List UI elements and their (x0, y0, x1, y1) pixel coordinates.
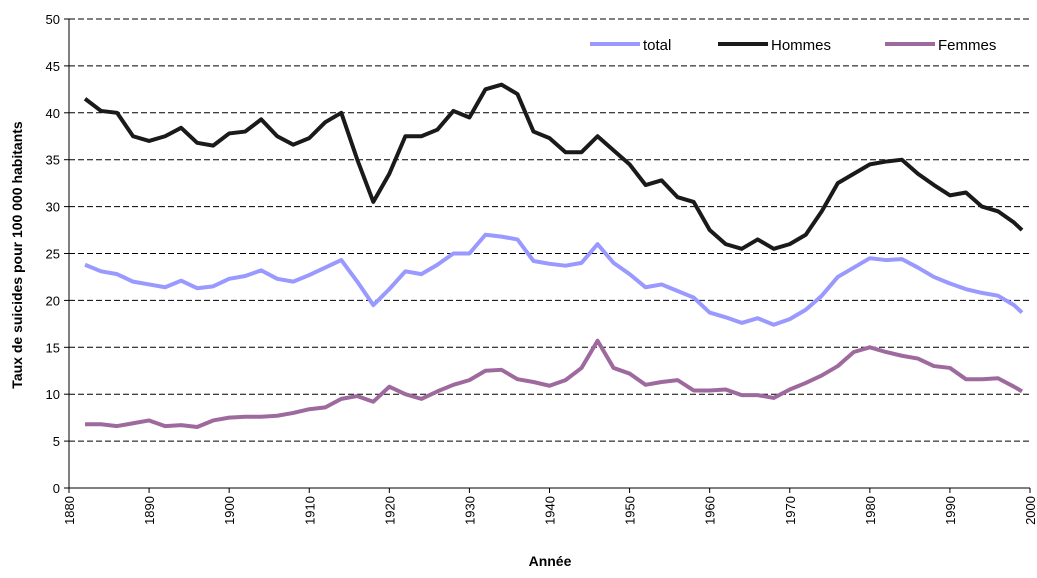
series-line (84, 232, 1024, 327)
y-tick-label: 45 (46, 59, 60, 74)
x-axis-title: Année (529, 553, 572, 569)
y-axis-title: Taux de suicides pour 100 000 habitants (9, 121, 25, 389)
y-tick-label: 40 (46, 106, 60, 121)
x-tick-label: 1960 (703, 496, 718, 525)
x-tick-label: 1970 (783, 496, 798, 525)
x-tick-label: 1930 (462, 496, 477, 525)
x-tick-label: 1990 (943, 496, 958, 525)
legend-label: Hommes (771, 37, 831, 54)
y-tick-label: 0 (53, 481, 60, 496)
x-tick-label: 1950 (623, 496, 638, 525)
x-tick-label: 1940 (543, 496, 558, 525)
y-tick-label: 15 (46, 340, 60, 355)
legend-label: Femmes (938, 37, 996, 54)
y-tick-label: 10 (46, 387, 60, 402)
x-tick-label: 2000 (1023, 496, 1037, 525)
y-tick-label: 25 (46, 247, 60, 262)
y-tick-label: 30 (46, 200, 60, 215)
x-tick-label: 1900 (222, 496, 237, 525)
legend-label: total (643, 37, 671, 54)
x-tick-label: 1920 (382, 496, 397, 525)
y-tick-label: 5 (53, 434, 60, 449)
series-line (85, 338, 1024, 430)
y-tick-label: 35 (46, 153, 60, 168)
y-tick-label: 20 (46, 293, 60, 308)
x-tick-label: 1910 (302, 496, 317, 525)
series-line (83, 82, 1024, 251)
x-tick-label: 1890 (142, 496, 157, 525)
x-tick-label: 1880 (62, 496, 77, 525)
y-tick-label: 50 (46, 12, 60, 27)
x-tick-label: 1980 (863, 496, 878, 525)
